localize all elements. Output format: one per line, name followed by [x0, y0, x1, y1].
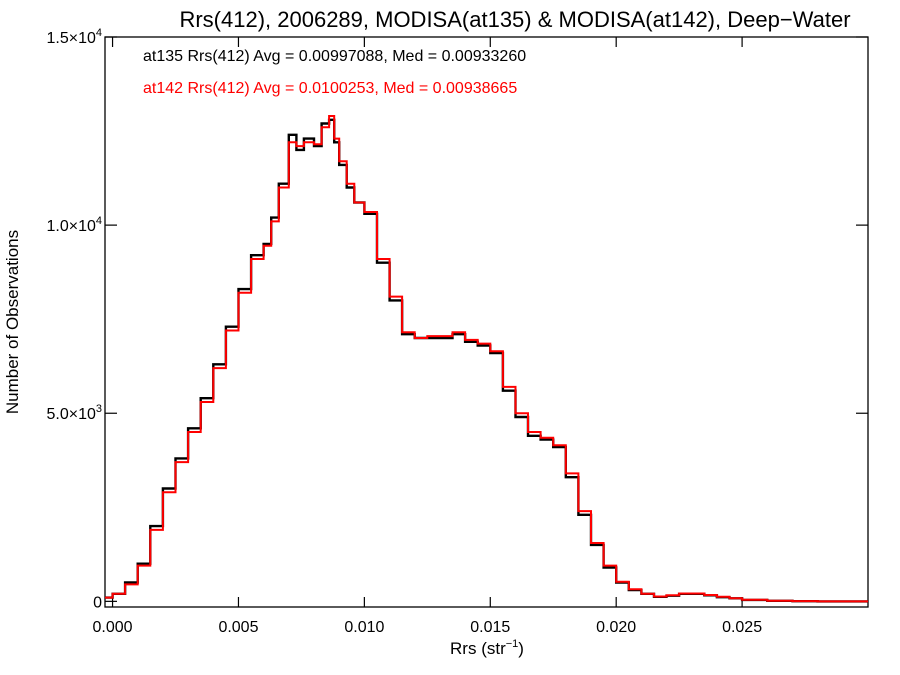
y-axis-label: Number of Observations: [3, 230, 22, 414]
x-tick-label: 0.025: [722, 619, 762, 636]
series-line-at135: [105, 118, 868, 603]
y-tick-label-base: 5.0×10: [46, 406, 95, 423]
annotation-at135: at135 Rrs(412) Avg = 0.00997088, Med = 0…: [143, 48, 526, 65]
x-tick-label: 0.005: [218, 619, 258, 636]
y-tick-label-exponent: 4: [96, 215, 102, 227]
y-tick-label: 0: [93, 594, 102, 611]
y-tick-label-base: 1.5×10: [46, 30, 95, 47]
chart-title: Rrs(412), 2006289, MODISA(at135) & MODIS…: [179, 7, 850, 32]
x-tick-label: 0.000: [93, 619, 133, 636]
x-tick-label: 0.010: [344, 619, 384, 636]
y-tick-label-exponent: 4: [96, 27, 102, 39]
series-line-at142: [105, 115, 868, 603]
y-tick-label: 1.5×104: [46, 27, 102, 47]
series-layer: [105, 115, 868, 603]
x-axis-label-main: Rrs (str: [450, 639, 506, 658]
plot-frame: [104, 36, 869, 608]
annotation-at142: at142 Rrs(412) Avg = 0.0100253, Med = 0.…: [143, 80, 517, 97]
y-tick-label-base: 0: [93, 594, 102, 611]
x-axis-label: Rrs (str−1): [450, 638, 524, 658]
axis-ticks: 0.000 0.005 0.010 0.015 0.020 0.025 0 5.0×103 1.…: [46, 27, 868, 636]
y-tick-label-exponent: 3: [96, 403, 102, 415]
x-axis-label-exponent: −1: [506, 638, 519, 650]
y-tick-label: 1.0×104: [46, 215, 102, 235]
y-tick-label: 5.0×103: [46, 403, 102, 423]
x-tick-label: 0.015: [470, 619, 510, 636]
x-axis-label-close: ): [518, 639, 524, 658]
y-tick-label-base: 1.0×10: [46, 218, 95, 235]
x-tick-label: 0.020: [596, 619, 636, 636]
